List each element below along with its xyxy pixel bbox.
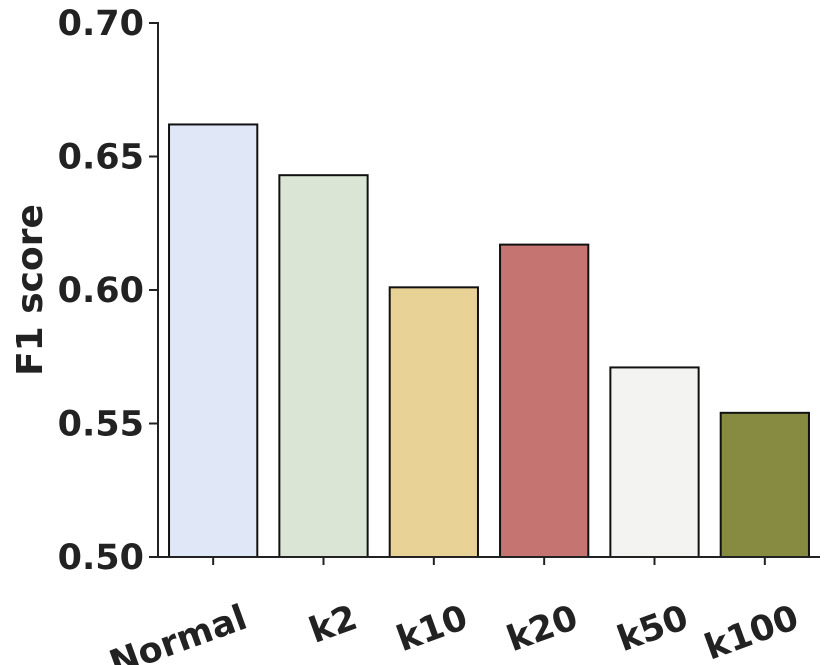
x-tick-label: k20 bbox=[502, 598, 583, 660]
x-tick-label: k10 bbox=[392, 598, 473, 660]
bar bbox=[499, 243, 590, 559]
y-axis-title: F1 score bbox=[10, 204, 51, 376]
y-tick-label: 0.70 bbox=[58, 4, 144, 44]
y-tick-label: 0.65 bbox=[58, 138, 144, 178]
x-tick-label: k100 bbox=[700, 598, 804, 665]
y-tick-label: 0.60 bbox=[58, 271, 144, 311]
bar bbox=[388, 286, 479, 558]
bar bbox=[278, 174, 369, 558]
y-tick-label: 0.50 bbox=[58, 538, 144, 578]
bar bbox=[719, 411, 810, 558]
x-tick-label: k2 bbox=[304, 598, 362, 652]
x-tick-label: Normal bbox=[104, 598, 252, 665]
x-tick-label: k50 bbox=[612, 598, 693, 660]
bar bbox=[168, 123, 259, 559]
bar bbox=[609, 366, 700, 558]
y-tick-label: 0.55 bbox=[58, 405, 144, 445]
